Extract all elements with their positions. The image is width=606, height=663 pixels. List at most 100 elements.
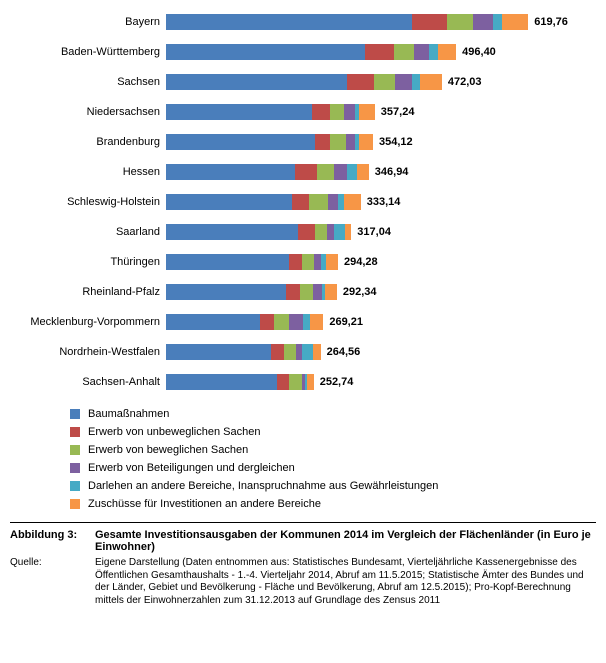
bar-segment [412,14,447,30]
legend-item: Erwerb von unbeweglichen Sachen [70,426,596,438]
legend-swatch [70,481,80,491]
legend-swatch [70,427,80,437]
bar-segment [328,194,339,210]
bar-segment [284,344,296,360]
bar-plot: 292,34 [166,283,596,301]
bar-row: Schleswig-Holstein333,14 [10,190,596,214]
bar-segment [313,344,320,360]
source-text: Eigene Darstellung (Daten entnommen aus:… [95,557,596,607]
bar-segment [271,344,284,360]
caption-text: Gesamte Investitionsausgaben der Kommune… [95,529,596,553]
bar-value-label: 317,04 [357,226,391,238]
bar-segment [292,194,310,210]
bar-plot: 357,24 [166,103,596,121]
bar-segment [347,74,373,90]
bar-segment [326,254,338,270]
bar-segment [334,164,347,180]
source-prefix: Quelle: [10,557,95,607]
bar-segment [286,284,301,300]
bar-segment [313,284,322,300]
bar-segment [447,14,473,30]
y-axis-label: Sachsen-Anhalt [10,376,166,388]
bar-segment [260,314,275,330]
bar-row: Bayern619,76 [10,10,596,34]
bar-value-label: 269,21 [329,316,363,328]
bar-plot: 294,28 [166,253,596,271]
y-axis-label: Mecklenburg-Vorpommern [10,316,166,328]
bar-segment [346,134,355,150]
bar-plot: 619,76 [166,13,596,31]
bar-segment [395,74,413,90]
bar-segment [166,74,347,90]
bar-segment [365,44,394,60]
bar-segment [347,164,356,180]
bar-segment [166,194,292,210]
bar-row: Sachsen472,03 [10,70,596,94]
bar-segment [315,134,330,150]
bar-segment [166,374,277,390]
bar-row: Hessen346,94 [10,160,596,184]
bar-segment [317,164,335,180]
bar-segment [344,104,355,120]
bar-segment [438,44,456,60]
bar-segment [166,134,315,150]
bar-segment [289,314,304,330]
bar-segment [325,284,337,300]
y-axis-label: Saarland [10,226,166,238]
bar-value-label: 292,34 [343,286,377,298]
legend-item: Darlehen an andere Bereiche, Inanspruchn… [70,480,596,492]
bar-segment [166,104,312,120]
bar-plot: 496,40 [166,43,596,61]
bar-value-label: 346,94 [375,166,409,178]
y-axis-label: Nordrhein-Westfalen [10,346,166,358]
legend-item: Zuschüsse für Investitionen an andere Be… [70,498,596,510]
bar-segment [374,74,395,90]
bar-segment [414,44,429,60]
bar-plot: 354,12 [166,133,596,151]
bar-segment [327,224,334,240]
y-axis-label: Niedersachsen [10,106,166,118]
bar-segment [359,104,374,120]
legend-item: Erwerb von beweglichen Sachen [70,444,596,456]
bar-row: Saarland 317,04 [10,220,596,244]
bar-segment [429,44,438,60]
bar-plot: 252,74 [166,373,596,391]
legend-label: Baumaßnahmen [88,408,169,420]
bar-segment [166,254,289,270]
bar-segment [166,44,365,60]
stacked-bar-chart: Bayern619,76 Baden-Württemberg496,40 Sachs… [10,10,596,394]
legend-label: Erwerb von beweglichen Sachen [88,444,248,456]
bar-segment [330,134,346,150]
figure-source: Quelle: Eigene Darstellung (Daten entnom… [10,557,596,607]
bar-segment [420,74,442,90]
bar-value-label: 264,56 [327,346,361,358]
bar-row: Thüringen294,28 [10,250,596,274]
bar-segment [493,14,502,30]
y-axis-label: Baden-Württemberg [10,46,166,58]
bar-plot: 346,94 [166,163,596,181]
bar-plot: 472,03 [166,73,596,91]
bar-segment [303,314,310,330]
bar-segment [315,224,327,240]
bar-row: Niedersachsen 357,24 [10,100,596,124]
bar-segment [166,14,412,30]
legend-swatch [70,409,80,419]
bar-plot: 264,56 [166,343,596,361]
bar-segment [357,164,369,180]
bar-segment [166,224,298,240]
bar-value-label: 357,24 [381,106,415,118]
bar-value-label: 472,03 [448,76,482,88]
legend-label: Erwerb von unbeweglichen Sachen [88,426,260,438]
bar-segment [289,374,302,390]
legend-item: Baumaßnahmen [70,408,596,420]
bar-row: Baden-Württemberg496,40 [10,40,596,64]
bar-segment [166,284,286,300]
bar-segment [412,74,420,90]
bar-row: Nordrhein-Westfalen 264,56 [10,340,596,364]
bar-segment [330,104,345,120]
legend-swatch [70,463,80,473]
bar-segment [502,14,528,30]
legend-item: Erwerb von Beteiligungen und dergleichen [70,462,596,474]
bar-segment [473,14,493,30]
bar-plot: 333,14 [166,193,596,211]
